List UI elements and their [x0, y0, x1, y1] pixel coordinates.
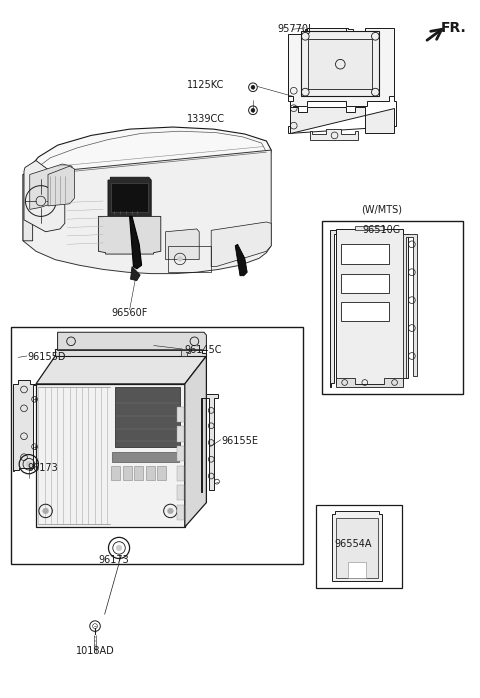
Polygon shape — [185, 356, 206, 527]
Bar — [177, 407, 184, 422]
Text: 96155E: 96155E — [222, 436, 259, 446]
Polygon shape — [330, 230, 336, 387]
Polygon shape — [290, 107, 394, 133]
Polygon shape — [48, 166, 74, 206]
Polygon shape — [98, 216, 161, 254]
Polygon shape — [36, 384, 185, 527]
Bar — [168, 246, 211, 272]
Polygon shape — [301, 31, 379, 96]
Polygon shape — [336, 378, 403, 387]
Polygon shape — [348, 562, 366, 578]
Circle shape — [43, 508, 48, 514]
Polygon shape — [201, 394, 218, 492]
Bar — [341, 244, 389, 264]
Polygon shape — [310, 129, 358, 140]
Text: 96173: 96173 — [99, 555, 130, 565]
Circle shape — [251, 85, 255, 89]
Polygon shape — [288, 35, 396, 133]
Polygon shape — [166, 229, 199, 260]
Polygon shape — [23, 127, 271, 207]
Text: 95770J: 95770J — [277, 24, 312, 34]
Bar — [341, 302, 389, 321]
Polygon shape — [355, 226, 384, 230]
Text: 1125KC: 1125KC — [187, 80, 225, 90]
Polygon shape — [181, 350, 190, 356]
Bar — [111, 466, 120, 480]
Text: 1018AD: 1018AD — [76, 646, 114, 655]
Bar — [157, 466, 166, 480]
Polygon shape — [23, 171, 33, 241]
Polygon shape — [111, 183, 148, 212]
Text: 96510G: 96510G — [362, 225, 401, 235]
Polygon shape — [108, 177, 151, 221]
Polygon shape — [55, 349, 206, 356]
Bar — [177, 426, 184, 442]
Text: 96155D: 96155D — [28, 352, 66, 362]
Bar — [146, 466, 155, 480]
Polygon shape — [305, 28, 353, 36]
Bar — [177, 505, 184, 520]
Polygon shape — [131, 267, 140, 281]
Polygon shape — [235, 244, 247, 276]
Circle shape — [178, 257, 182, 261]
Circle shape — [116, 545, 122, 551]
Polygon shape — [336, 229, 408, 384]
Polygon shape — [288, 28, 394, 108]
Text: 96145C: 96145C — [185, 346, 222, 355]
Text: 96560F: 96560F — [111, 308, 148, 318]
Polygon shape — [23, 150, 271, 274]
Bar — [308, 39, 372, 89]
Circle shape — [168, 508, 173, 514]
Circle shape — [26, 461, 32, 467]
Bar — [341, 274, 389, 293]
Polygon shape — [336, 518, 378, 578]
Bar — [177, 466, 184, 481]
Polygon shape — [332, 511, 382, 581]
Polygon shape — [211, 222, 271, 267]
Bar — [322, 221, 463, 394]
Text: 96173: 96173 — [28, 463, 59, 473]
Polygon shape — [403, 234, 417, 378]
Circle shape — [251, 108, 255, 112]
Bar — [11, 327, 303, 564]
Bar — [134, 466, 143, 480]
Polygon shape — [30, 164, 72, 209]
Bar — [123, 466, 132, 480]
Text: FR.: FR. — [441, 21, 467, 35]
Polygon shape — [58, 332, 206, 350]
Bar — [177, 485, 184, 500]
Text: 96554A: 96554A — [334, 540, 372, 549]
Bar — [316, 505, 402, 588]
Text: 1339CC: 1339CC — [187, 114, 225, 124]
Bar — [112, 452, 179, 462]
Polygon shape — [24, 161, 65, 232]
Polygon shape — [130, 216, 142, 269]
Polygon shape — [115, 387, 180, 447]
Text: (W/MTS): (W/MTS) — [361, 205, 402, 214]
Bar — [177, 446, 184, 461]
Polygon shape — [36, 356, 206, 384]
Polygon shape — [13, 380, 36, 471]
